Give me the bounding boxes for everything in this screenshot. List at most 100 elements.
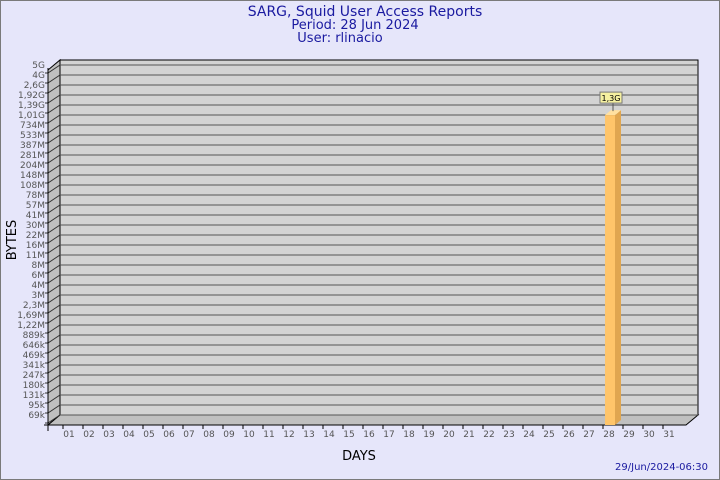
plot-floor bbox=[46, 414, 700, 426]
gridline-depth bbox=[47, 204, 61, 214]
y-tick-label: 78M bbox=[26, 191, 45, 201]
y-tick-label: 341k bbox=[23, 361, 46, 371]
x-tick-label: 01 bbox=[63, 430, 74, 440]
x-tick-label: 25 bbox=[543, 430, 554, 440]
gridline-depth bbox=[47, 74, 61, 84]
gridline-depth bbox=[47, 334, 61, 344]
data-label: 1,3G bbox=[602, 94, 621, 103]
y-tick-label: 1,22M bbox=[17, 321, 45, 331]
y-tick-label: 30M bbox=[26, 221, 45, 231]
gridline-depth bbox=[47, 164, 61, 174]
x-tick-label: 09 bbox=[223, 430, 235, 440]
y-tick-label: 3M bbox=[32, 291, 46, 301]
gridline-depth bbox=[47, 154, 61, 164]
y-tick-label: 4G bbox=[32, 71, 45, 81]
x-tick-label: 11 bbox=[263, 430, 274, 440]
bar-top bbox=[605, 110, 621, 116]
gridline-depth bbox=[47, 394, 61, 404]
x-tick-label: 19 bbox=[423, 430, 435, 440]
gridline-depth bbox=[47, 344, 61, 354]
gridline-depth bbox=[47, 134, 61, 144]
x-tick-label: 10 bbox=[243, 430, 255, 440]
gridline-depth bbox=[47, 364, 61, 374]
gridline-depth bbox=[47, 84, 61, 94]
gridline-depth bbox=[47, 384, 61, 394]
x-tick-label: 30 bbox=[643, 430, 655, 440]
y-tick-label: 41M bbox=[26, 211, 45, 221]
y-tick-label: 4M bbox=[32, 281, 46, 291]
gridline-depth bbox=[47, 354, 61, 364]
x-tick-label: 06 bbox=[163, 430, 175, 440]
plot-left-wall bbox=[47, 58, 61, 427]
y-tick-label: 889k bbox=[23, 331, 46, 341]
y-tick-label: 1,69M bbox=[17, 311, 45, 321]
y-tick-label: 646k bbox=[23, 341, 46, 351]
x-tick-label: 28 bbox=[603, 430, 615, 440]
x-axis-label: DAYS bbox=[342, 449, 376, 464]
y-tick-label: 5G bbox=[32, 61, 45, 71]
gridline-depth bbox=[47, 224, 61, 234]
x-tick-label: 21 bbox=[463, 430, 474, 440]
gridline-depth bbox=[47, 374, 61, 384]
x-tick-label: 17 bbox=[383, 430, 394, 440]
x-tick-label: 24 bbox=[523, 430, 535, 440]
gridline-depth bbox=[47, 264, 61, 274]
gridline-depth bbox=[47, 404, 61, 414]
gridline-depth bbox=[47, 304, 61, 314]
y-tick-label: 16M bbox=[26, 241, 45, 251]
y-tick-label: 95k bbox=[28, 401, 45, 411]
chart-subtitle-user: User: rlinacio bbox=[297, 31, 382, 46]
plot-back-wall bbox=[59, 59, 699, 416]
x-tick-label: 22 bbox=[483, 430, 494, 440]
x-tick-label: 07 bbox=[183, 430, 194, 440]
x-tick-label: 26 bbox=[563, 430, 575, 440]
y-tick-label: 469k bbox=[23, 351, 46, 361]
x-tick-label: 13 bbox=[303, 430, 314, 440]
gridline-depth bbox=[47, 234, 61, 244]
y-tick-label: 281M bbox=[20, 151, 45, 161]
gridline-depth bbox=[47, 64, 61, 74]
y-tick-label: 204M bbox=[20, 161, 45, 171]
bar-side bbox=[615, 110, 621, 425]
x-tick-label: 27 bbox=[583, 430, 594, 440]
y-tick-label: 1,01G bbox=[18, 111, 45, 121]
bar bbox=[605, 115, 615, 425]
gridline-depth bbox=[47, 294, 61, 304]
chart-subtitle-period: Period: 28 Jun 2024 bbox=[291, 18, 418, 33]
gridline-depth bbox=[47, 184, 61, 194]
timestamp: 29/Jun/2024-06:30 bbox=[615, 462, 708, 473]
x-tick-label: 02 bbox=[83, 430, 94, 440]
x-tick-label: 20 bbox=[443, 430, 455, 440]
y-tick-label: 247k bbox=[23, 371, 46, 381]
y-tick-label: 69k bbox=[28, 411, 45, 421]
y-tick-label: 533M bbox=[20, 131, 45, 141]
y-tick-label: 108M bbox=[20, 181, 45, 191]
x-tick-label: 03 bbox=[103, 430, 114, 440]
gridline-depth bbox=[47, 114, 61, 124]
gridline-depth bbox=[47, 244, 61, 254]
x-tick-label: 08 bbox=[203, 430, 215, 440]
x-tick-label: 12 bbox=[283, 430, 294, 440]
y-tick-label: 57M bbox=[26, 201, 45, 211]
x-tick-label: 29 bbox=[623, 430, 635, 440]
gridline-depth bbox=[47, 174, 61, 184]
y-tick-label: 148M bbox=[20, 171, 45, 181]
x-tick-label: 23 bbox=[503, 430, 514, 440]
gridline-depth bbox=[47, 94, 61, 104]
y-tick-label: 131k bbox=[23, 391, 46, 401]
y-tick-label: 8M bbox=[32, 261, 46, 271]
data-label-box bbox=[599, 91, 623, 104]
y-tick-label: 387M bbox=[20, 141, 45, 151]
x-tick-label: 16 bbox=[363, 430, 375, 440]
y-tick-label: 2,6G bbox=[24, 81, 45, 91]
x-tick-label: 18 bbox=[403, 430, 415, 440]
gridline-depth bbox=[47, 254, 61, 264]
gridline-depth bbox=[47, 414, 61, 424]
gridline-depth bbox=[47, 284, 61, 294]
gridline-depth bbox=[47, 144, 61, 154]
gridline-depth bbox=[47, 124, 61, 134]
gridline-depth bbox=[47, 314, 61, 324]
gridline-depth bbox=[47, 194, 61, 204]
y-tick-label: 2,3M bbox=[23, 301, 45, 311]
